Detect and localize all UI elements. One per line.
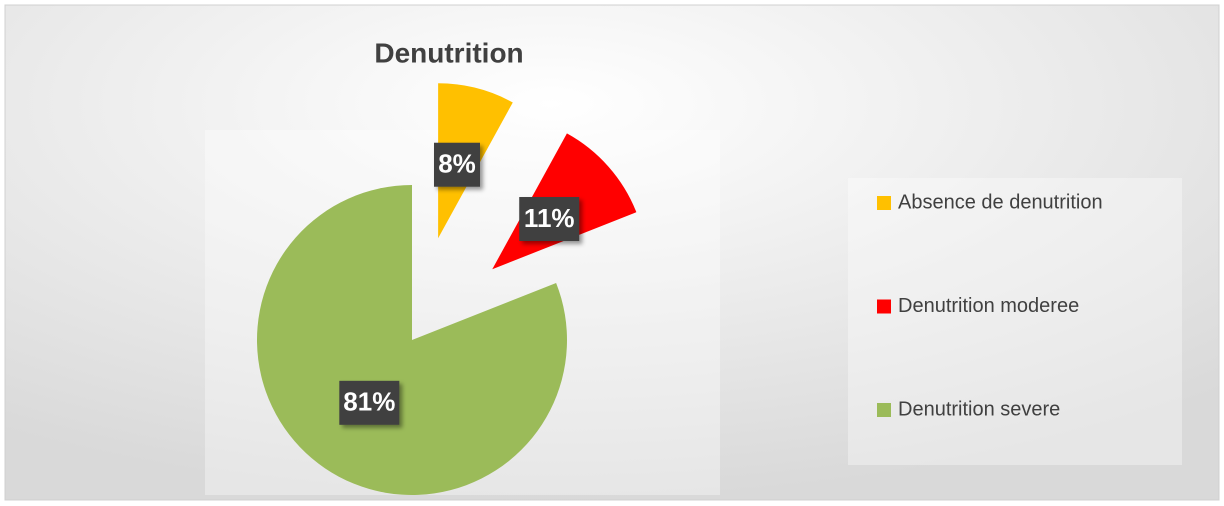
data-label-box [339,380,400,425]
legend-label: Denutrition moderee [898,295,1079,317]
legend-label: Absence de denutrition [898,191,1103,213]
data-label: 8% [438,149,476,179]
chart-background [4,4,1220,501]
chart-title: Denutrition [374,37,523,68]
data-labels: 8% 11% 81% [339,142,580,425]
data-label-box [519,197,580,242]
data-label-box [434,142,481,187]
legend: Absence de denutrition Denutrition modere… [877,191,1103,420]
pie-slice [257,185,567,495]
data-label: 81% [343,387,395,417]
legend-box [848,178,1182,465]
legend-swatch [877,196,891,210]
legend-swatch [877,299,891,314]
legend-label: Denutrition severe [898,398,1060,420]
data-label: 11% [524,203,575,233]
legend-swatch [877,403,891,417]
